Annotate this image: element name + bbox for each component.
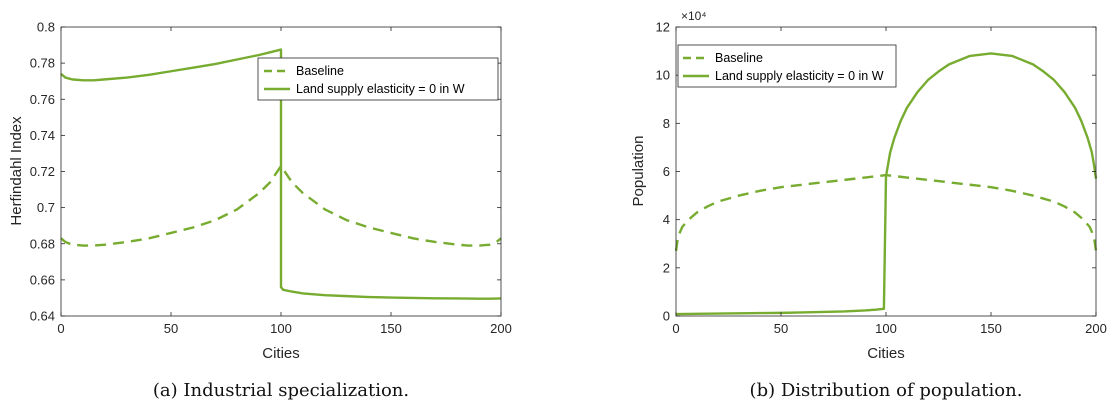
chart-a-ytick-label: 0.78 bbox=[30, 56, 55, 71]
chart-b-ytick-label: 12 bbox=[656, 20, 670, 35]
chart-a-legend-box bbox=[257, 57, 499, 101]
chart-a-ticks: 0 50 100 150 200 0.64 0.66 0.68 0.7 0.72 0.74 0.76 0… bbox=[30, 20, 512, 337]
chart-a-legend-label-baseline: Baseline bbox=[296, 64, 344, 78]
chart-b-xtick-label: 150 bbox=[980, 321, 1002, 336]
panel-distribution-of-population: 0 50 100 150 200 0 2 4 6 8 10 12 ×10⁴ Cities Popula… bbox=[630, 9, 1107, 401]
chart-a-xtick-label: 200 bbox=[490, 321, 512, 336]
chart-b-xlabel: Cities bbox=[867, 345, 905, 362]
chart-a-ytick-label: 0.8 bbox=[37, 20, 55, 35]
chart-a-ytick-label: 0.66 bbox=[30, 272, 55, 287]
chart-a-ytick-label: 0.72 bbox=[30, 164, 55, 179]
chart-b-ticks: 0 50 100 150 200 0 2 4 6 8 10 12 bbox=[656, 20, 1107, 337]
panel-b-caption: (b) Distribution of population. bbox=[750, 380, 1023, 401]
chart-a-legend-label-land-supply: Land supply elasticity = 0 in W bbox=[296, 82, 465, 96]
chart-b-ylabel: Population bbox=[630, 136, 647, 207]
chart-a-series-land-supply-line bbox=[60, 48, 502, 300]
chart-a-ytick-label: 0.7 bbox=[37, 200, 55, 215]
chart-a-marks bbox=[60, 48, 502, 300]
chart-b-series-land-supply-line bbox=[675, 52, 1098, 316]
chart-a-ytick-label: 0.68 bbox=[30, 236, 55, 251]
chart-a-ytick-label: 0.74 bbox=[30, 128, 55, 143]
chart-b-xtick-label: 0 bbox=[672, 321, 679, 336]
chart-a-ylabel: Herfindahl Index bbox=[8, 116, 25, 226]
chart-a-series-baseline-line bbox=[60, 164, 502, 247]
chart-b-legend-label-land-supply: Land supply elasticity = 0 in W bbox=[715, 69, 884, 83]
chart-b-marks bbox=[674, 52, 1098, 316]
chart-a-ytick-label: 0.64 bbox=[30, 309, 55, 324]
chart-b-ytick-label: 4 bbox=[663, 212, 670, 227]
chart-a-xtick-label: 50 bbox=[164, 321, 178, 336]
chart-b-ytick-label: 10 bbox=[656, 68, 670, 83]
chart-a-legend: Baseline Land supply elasticity = 0 in W bbox=[257, 57, 499, 101]
chart-b-y-multiplier: ×10⁴ bbox=[681, 9, 707, 23]
chart-b-legend-label-baseline: Baseline bbox=[715, 51, 763, 65]
panel-industrial-specialization: 0 50 100 150 200 0.64 0.66 0.68 0.7 0.72 0.74 0.76 0… bbox=[8, 20, 512, 402]
chart-b-xtick-label: 50 bbox=[774, 321, 788, 336]
panel-a-caption: (a) Industrial specialization. bbox=[153, 380, 409, 401]
chart-a-xtick-label: 0 bbox=[57, 321, 64, 336]
chart-b-ytick-label: 8 bbox=[663, 116, 670, 131]
chart-b-xtick-label: 200 bbox=[1085, 321, 1107, 336]
chart-b-xtick-label: 100 bbox=[875, 321, 897, 336]
chart-a-ytick-label: 0.76 bbox=[30, 92, 55, 107]
chart-b-legend-box bbox=[677, 44, 897, 88]
chart-a-xtick-label: 100 bbox=[270, 321, 292, 336]
chart-b-ytick-label: 0 bbox=[663, 309, 670, 324]
chart-b-ytick-label: 6 bbox=[663, 164, 670, 179]
chart-a-xlabel: Cities bbox=[262, 345, 300, 362]
chart-a-xtick-label: 150 bbox=[380, 321, 402, 336]
chart-b-ytick-label: 2 bbox=[663, 260, 670, 275]
chart-b-legend: Baseline Land supply elasticity = 0 in W bbox=[677, 44, 897, 88]
